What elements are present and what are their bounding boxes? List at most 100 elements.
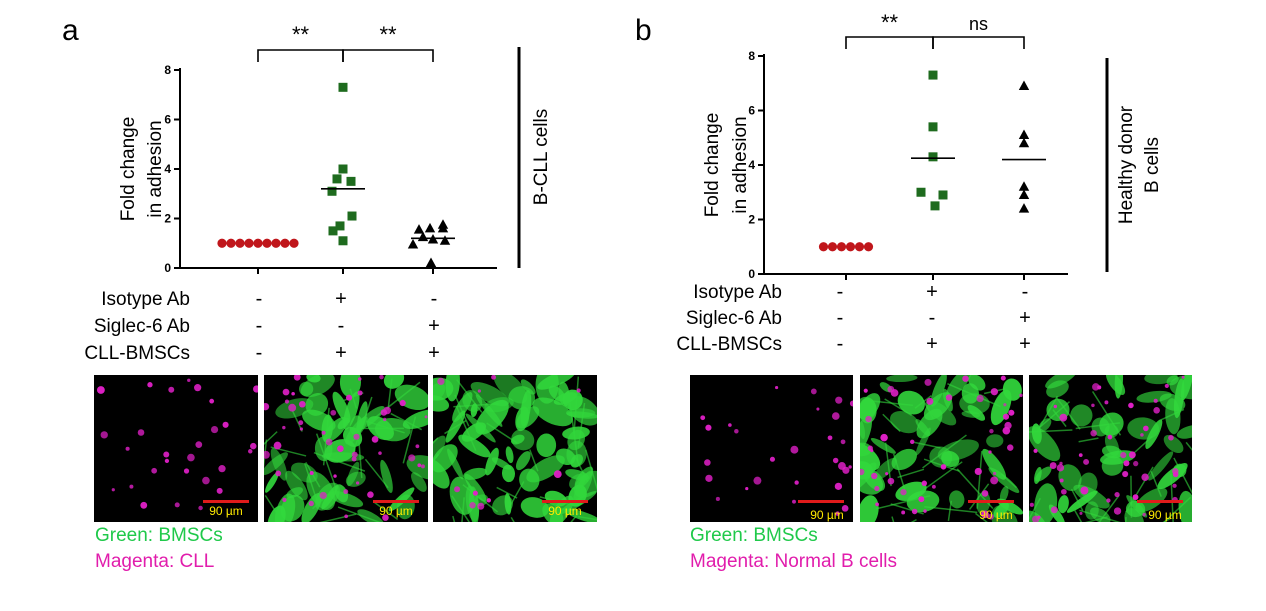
condition-value: - — [255, 315, 263, 337]
b-cell — [1000, 375, 1006, 381]
b-cell — [1080, 486, 1089, 495]
b-cell — [111, 488, 115, 492]
y-tick-label: 0 — [748, 267, 755, 281]
bmsc-process — [264, 431, 278, 446]
data-point-siglec — [439, 235, 451, 245]
b-cell — [848, 465, 852, 469]
b-cell — [454, 486, 461, 493]
b-cell — [1092, 383, 1100, 391]
b-cell — [1083, 458, 1090, 465]
y-tick-label: 4 — [748, 158, 755, 172]
bmsc-cell — [574, 466, 594, 489]
b-cell — [874, 485, 880, 492]
scale-bar-label: 90 µm — [979, 508, 1013, 522]
bmsc-process — [387, 378, 393, 411]
b-cell — [1164, 383, 1169, 389]
b-cell — [810, 388, 817, 395]
b-cell — [1007, 444, 1014, 451]
side-label: B-CLL cells — [531, 109, 552, 205]
bmsc-process — [1170, 473, 1174, 522]
y-axis-label: in adhesion — [730, 116, 751, 213]
b-cell — [417, 463, 422, 468]
bmsc-cell — [1058, 464, 1082, 492]
b-cell — [351, 456, 357, 462]
bmsc-cell — [383, 375, 405, 389]
b-cell — [147, 382, 153, 388]
side-label: B cells — [1142, 137, 1163, 193]
bmsc-cell — [1046, 380, 1069, 398]
bmsc-cell — [411, 472, 427, 492]
bmsc-process — [1163, 496, 1192, 522]
b-cell — [344, 514, 349, 519]
b-cell — [351, 451, 358, 458]
y-tick-label: 6 — [164, 113, 171, 127]
b-cell — [319, 491, 327, 500]
b-cell — [880, 433, 888, 442]
bmsc-cell — [485, 447, 499, 476]
bmsc-process — [454, 394, 470, 427]
b-cell — [325, 438, 333, 446]
b-cell — [926, 397, 934, 405]
bmsc-cell — [874, 457, 897, 480]
b-cell — [910, 439, 915, 445]
bmsc-process — [920, 396, 935, 420]
b-cell — [576, 388, 581, 393]
bmsc-process — [891, 516, 895, 522]
b-cell — [987, 513, 994, 520]
b-cell — [477, 389, 481, 393]
b-cell — [253, 385, 258, 393]
chart-a-svg: a 0 2 4 6 8 Fold change in adhesion ** ** B-CLL ce… — [62, 14, 552, 275]
b-cell — [827, 435, 833, 441]
bmsc-cell — [433, 435, 446, 466]
bmsc-cell — [1136, 390, 1172, 403]
data-point-siglec — [424, 222, 436, 233]
b-cell — [491, 375, 497, 380]
bmsc-cell — [1034, 467, 1042, 484]
bmsc-process — [264, 494, 277, 513]
significance-label: ns — [969, 14, 988, 34]
b-cell — [1128, 451, 1136, 459]
b-cell — [248, 449, 253, 454]
b-cell — [715, 496, 720, 502]
b-cell — [918, 496, 925, 503]
b-cell — [333, 474, 337, 478]
b-cell — [990, 476, 999, 485]
bmsc-process — [364, 458, 389, 489]
b-cell — [345, 394, 353, 401]
data-point-isotype — [916, 187, 926, 197]
b-cell — [371, 436, 379, 443]
scale-bar-label: 90 µm — [548, 504, 582, 518]
bmsc-cell — [464, 473, 487, 502]
b-cell — [974, 467, 982, 476]
bmsc-process — [868, 399, 913, 407]
bmsc-process — [315, 433, 337, 489]
b-cell — [981, 490, 989, 497]
bmsc-cell — [323, 416, 348, 443]
condition-label: Siglec-6 Ab — [93, 316, 190, 337]
b-cell — [168, 386, 175, 393]
bmsc-cell — [1166, 375, 1179, 386]
bmsc-process — [1029, 429, 1073, 433]
b-cell — [100, 431, 108, 439]
micrograph: 90 µm — [690, 375, 853, 522]
b-cell — [863, 388, 868, 393]
b-cell — [1010, 411, 1015, 415]
b-cell — [187, 378, 191, 383]
plot-b: b 0 2 4 6 8 Fold change in adhesion ** ns Healthy … — [620, 0, 1266, 295]
bmsc-cell — [1176, 424, 1192, 439]
b-cell — [1122, 470, 1129, 478]
b-cell — [835, 511, 840, 516]
bmsc-process — [882, 413, 901, 432]
micrograph: 90 µm — [94, 375, 258, 522]
data-point-siglec — [1018, 203, 1030, 213]
b-cell — [1107, 434, 1113, 440]
data-point-control — [845, 242, 856, 252]
bmsc-process — [462, 484, 499, 513]
b-cell — [353, 433, 360, 440]
condition-value: + — [335, 342, 347, 364]
condition-value: - — [928, 307, 936, 329]
significance-bracket — [845, 36, 934, 49]
b-cell — [151, 467, 158, 474]
bmsc-process — [897, 468, 925, 479]
data-point-control — [262, 238, 272, 248]
